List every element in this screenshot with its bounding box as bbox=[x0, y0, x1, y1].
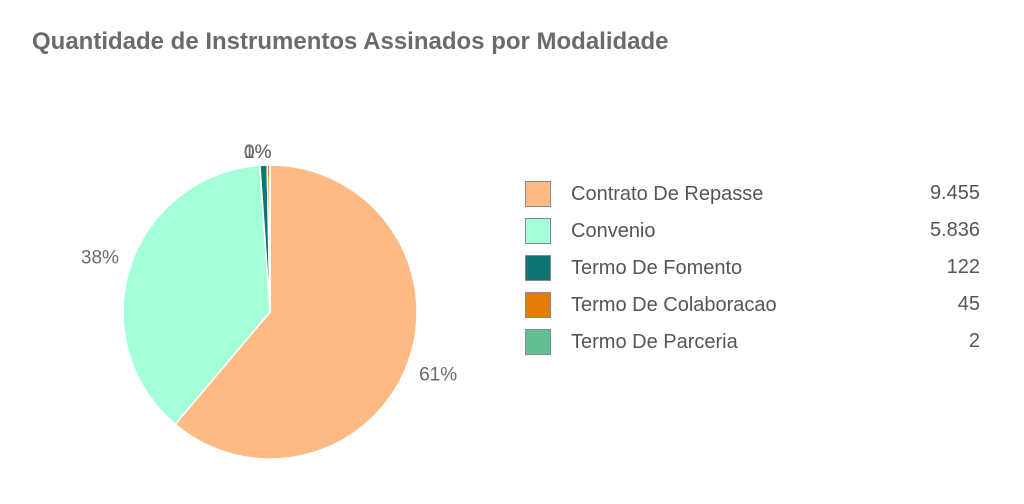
legend-item-contrato-de-repasse[interactable]: Contrato De Repasse 9.455 bbox=[524, 178, 980, 215]
legend-item-termo-de-parceria[interactable]: Termo De Parceria 2 bbox=[524, 326, 980, 363]
legend-item-termo-de-fomento[interactable]: Termo De Fomento 122 bbox=[524, 252, 980, 289]
legend-item-convenio[interactable]: Convenio 5.836 bbox=[524, 215, 980, 252]
legend-value: 122 bbox=[946, 256, 980, 278]
pie-percent-labels: 61%38%1%0%0% bbox=[81, 142, 457, 386]
legend-value: 2 bbox=[968, 330, 980, 352]
percent-label-termo-de-parceria: 0% bbox=[244, 142, 272, 163]
legend-swatch bbox=[525, 218, 551, 244]
legend-value: 45 bbox=[957, 293, 980, 315]
legend-label: Termo De Fomento bbox=[571, 257, 743, 279]
legend-swatch bbox=[525, 181, 551, 207]
legend-label: Termo De Colaboracao bbox=[571, 294, 777, 316]
legend-swatch bbox=[525, 329, 551, 355]
pie-slice-convenio[interactable] bbox=[122, 164, 271, 426]
percent-label-contrato-de-repasse: 61% bbox=[419, 365, 457, 386]
percent-label-termo-de-colaboracao: 0% bbox=[244, 142, 272, 163]
chart-title: Quantidade de Instrumentos Assinados por… bbox=[32, 28, 669, 55]
legend-label: Contrato De Repasse bbox=[571, 183, 764, 205]
legend-swatch bbox=[525, 255, 551, 281]
legend-swatch bbox=[525, 292, 551, 318]
pie-slice-contrato-de-repasse[interactable] bbox=[174, 164, 418, 460]
percent-label-convenio: 38% bbox=[81, 247, 119, 268]
percent-label-termo-de-fomento: 1% bbox=[244, 142, 272, 163]
legend-label: Termo De Parceria bbox=[571, 331, 738, 353]
legend: Contrato De Repasse 9.455 Convenio 5.836… bbox=[524, 178, 980, 363]
legend-value: 9.455 bbox=[929, 182, 980, 204]
legend-value: 5.836 bbox=[929, 219, 980, 241]
legend-label: Convenio bbox=[571, 220, 656, 242]
pie-slices bbox=[122, 164, 418, 460]
legend-item-termo-de-colaboracao[interactable]: Termo De Colaboracao 45 bbox=[524, 289, 980, 326]
